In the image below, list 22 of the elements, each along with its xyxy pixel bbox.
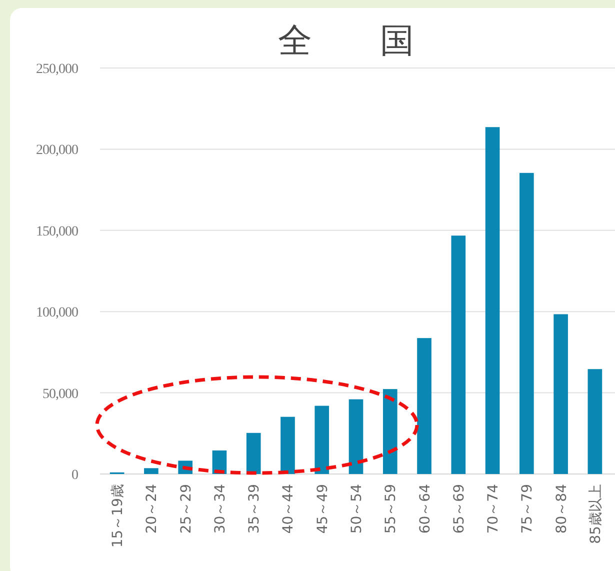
x-tick-label: 75～79	[520, 484, 536, 534]
x-tick-label: 60～64	[417, 484, 434, 534]
x-tick-label: 25～29	[178, 484, 194, 534]
y-tick-label: 250,000	[36, 62, 78, 77]
y-tick-label: 0	[72, 468, 78, 483]
x-tick-label: 65～69	[451, 484, 468, 534]
x-tick-label: 30～34	[212, 484, 228, 534]
x-tick-label: 15～19歳	[110, 484, 126, 548]
x-tick-label: 45～49	[314, 484, 331, 534]
x-tick-label: 35～39	[246, 484, 263, 534]
x-tick-label: 55～59	[383, 484, 400, 534]
x-tick-label: 85歳以上	[588, 484, 604, 544]
x-tick-label: 40～44	[280, 484, 297, 534]
x-tick-label: 80～84	[554, 484, 570, 534]
y-tick-label: 200,000	[36, 143, 78, 158]
y-tick-label: 150,000	[36, 224, 78, 240]
y-tick-label: 100,000	[36, 306, 78, 321]
x-tick-label: 70～74	[486, 484, 502, 534]
chart-title: 全 国	[278, 23, 414, 60]
y-tick-label: 50,000	[42, 386, 78, 402]
x-tick-label: 20～24	[144, 484, 160, 534]
x-tick-label: 50～54	[349, 484, 365, 534]
